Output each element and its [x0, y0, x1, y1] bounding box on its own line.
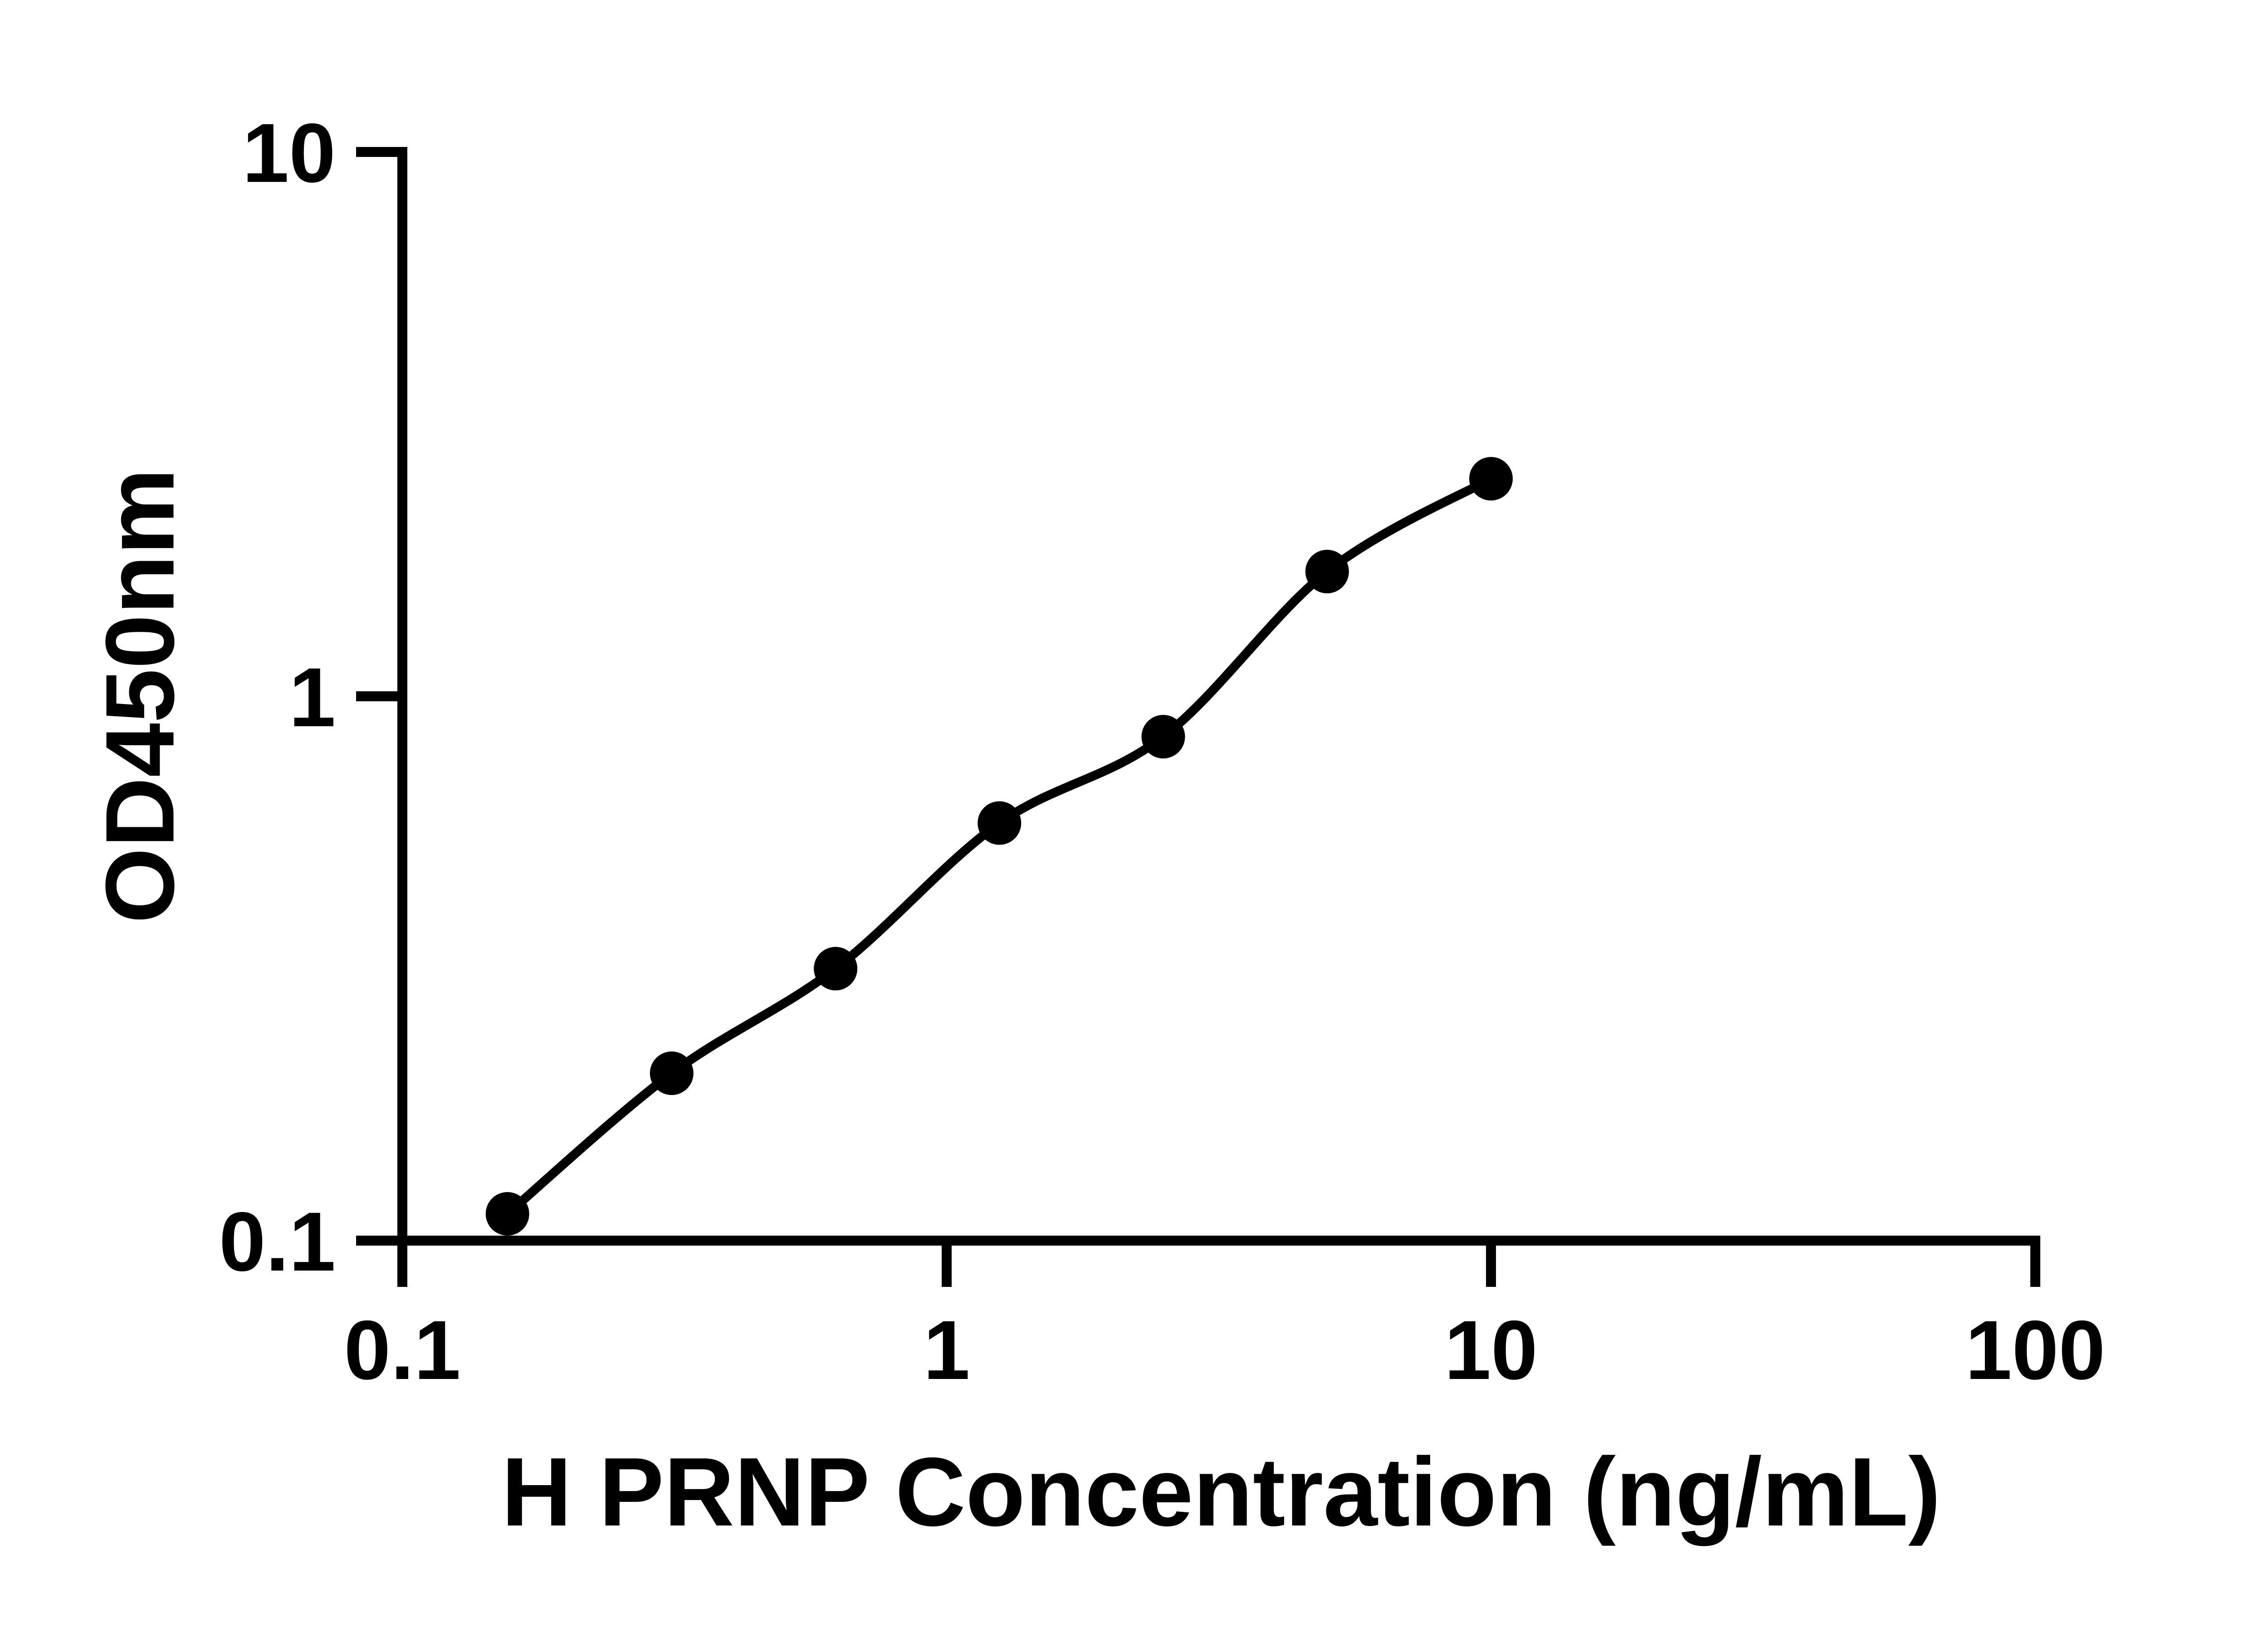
- x-tick-label: 10: [1444, 1304, 1538, 1397]
- y-axis-title: OD450nm: [85, 468, 195, 924]
- fit-curve: [503, 474, 1496, 1218]
- x-tick-label: 0.1: [344, 1304, 460, 1397]
- y-axis-tick-labels: 0.1 1 10: [219, 107, 336, 1289]
- data-point: [978, 801, 1022, 845]
- y-tick-label: 0.1: [219, 1195, 336, 1289]
- data-points: [485, 457, 1513, 1236]
- x-tick-label: 1: [924, 1304, 970, 1397]
- data-point: [650, 1051, 694, 1095]
- x-axis-title: H PRNP Concentration (ng/mL): [501, 1437, 1941, 1546]
- x-tick-label: 100: [1965, 1304, 2106, 1397]
- data-point: [1305, 550, 1349, 593]
- data-point: [1141, 715, 1185, 758]
- data-point: [814, 947, 858, 991]
- x-axis-tick-labels: 0.1 1 10 100: [344, 1304, 2105, 1397]
- data-point: [485, 1192, 529, 1236]
- y-tick-label: 10: [242, 107, 336, 200]
- data-point: [1469, 457, 1513, 501]
- axis-lines: [356, 147, 2040, 1287]
- y-tick-label: 1: [289, 651, 336, 744]
